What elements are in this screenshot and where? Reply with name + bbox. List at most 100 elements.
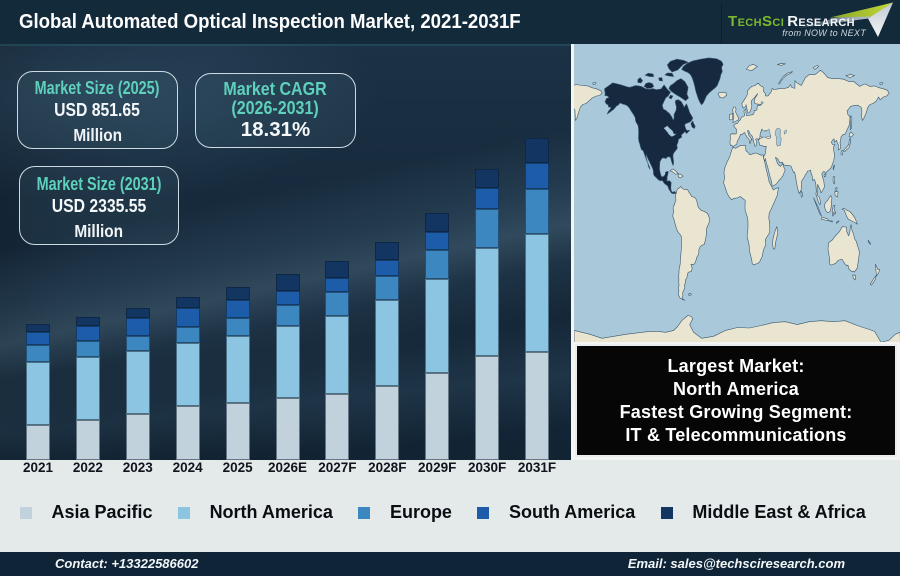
bar-segment-2030F-middle-east-africa — [475, 169, 500, 188]
callout-unit: Million — [18, 123, 177, 147]
x-axis-label-2022: 2022 — [72, 460, 103, 475]
region-lesser-sunda — [829, 220, 833, 223]
bar-segment-2024-south-america — [175, 308, 200, 327]
bar-segment-2025-south-america — [225, 300, 250, 318]
logo-divider — [721, 3, 722, 44]
legend-swatch — [178, 506, 191, 519]
region-victoria-island — [643, 82, 655, 89]
region-cuba — [669, 168, 679, 175]
info-line: IT & Telecommunications — [625, 424, 847, 445]
callout-market-cagr: Market CAGR (2026-2031) 18.31% — [195, 73, 356, 148]
bar-2026E — [275, 274, 300, 460]
legend-item-asia-pacific: Asia Pacific — [20, 502, 153, 523]
stacked-bar-chart — [0, 44, 571, 460]
region-africa — [723, 145, 779, 266]
bar-segment-2022-asia-pacific — [75, 420, 100, 460]
water-ladoga — [761, 101, 764, 105]
region-south-america — [672, 186, 710, 301]
footer-contact[interactable]: Contact: +13322586602 — [55, 556, 199, 571]
region-ellesmere-island — [667, 58, 689, 73]
region-new-guinea — [841, 208, 858, 225]
region-sulawesi — [832, 205, 837, 217]
x-axis-label-2029F: 2029F — [418, 460, 457, 475]
legend-item-north-america: North America — [178, 502, 333, 523]
callout-title: Market Size (2025) — [18, 78, 177, 98]
bar-segment-2022-middle-east-africa — [75, 317, 100, 326]
callout-title-line2: (2026-2031) — [196, 99, 355, 118]
bar-segment-2023-north-america — [125, 351, 150, 414]
bar-segment-2030F-south-america — [475, 188, 500, 209]
region-melville-island — [644, 72, 655, 77]
callout-unit: Million — [20, 219, 178, 243]
bar-segment-2021-europe — [26, 345, 50, 362]
bar-segment-2026E-north-america — [275, 326, 300, 398]
callout-title: Market Size (2031) — [20, 174, 178, 194]
region-wrangel — [879, 82, 884, 85]
bar-segment-2030F-north-america — [475, 248, 500, 356]
bar-segment-2026E-asia-pacific — [275, 398, 300, 460]
bar-segment-2028F-middle-east-africa — [375, 242, 400, 260]
water-aral-sea — [783, 129, 787, 135]
bar-segment-2027F-south-america — [325, 278, 350, 292]
bar-segment-2025-asia-pacific — [225, 403, 250, 460]
bar-segment-2031F-europe — [525, 189, 549, 234]
region-north-america — [604, 82, 694, 195]
paper-plane-icon — [796, 2, 893, 37]
bar-segment-2029F-south-america — [425, 232, 450, 250]
bar-segment-2028F-south-america — [375, 260, 400, 276]
bar-segment-2031F-south-america — [525, 163, 549, 189]
region-eurasia — [729, 69, 890, 206]
bar-2030F — [475, 169, 500, 460]
callout-title: Market CAGR — [196, 80, 355, 99]
bar-segment-2027F-europe — [325, 292, 350, 316]
x-axis-label-2028F: 2028F — [368, 460, 407, 475]
logo-tagline: from NOW to NEXT — [782, 28, 866, 38]
bar-2024 — [175, 297, 200, 460]
bar-segment-2027F-middle-east-africa — [325, 261, 350, 278]
techsci-logo: TechSci Research from NOW to NEXT — [724, 0, 900, 44]
legend-label: Middle East & Africa — [692, 502, 866, 522]
region-great-britain — [732, 106, 740, 123]
bar-2025 — [225, 287, 250, 460]
x-axis-label-2021: 2021 — [22, 460, 54, 475]
bar-2021 — [26, 324, 50, 460]
legend-item-middle-east-africa: Middle East & Africa — [660, 502, 866, 523]
chart-legend: Asia Pacific North America Europe South Ame… — [20, 500, 890, 525]
x-axis-label-2030F: 2030F — [467, 460, 507, 475]
bar-segment-2031F-middle-east-africa — [525, 138, 549, 163]
header-band: Global Automated Optical Inspection Mark… — [0, 0, 900, 44]
world-map — [574, 44, 900, 342]
x-axis-label-2024: 2024 — [172, 460, 203, 475]
footer-email[interactable]: Email: sales@techsciresearch.com — [627, 556, 845, 571]
region-borneo — [824, 195, 833, 213]
region-honshu — [840, 137, 851, 156]
region-luzon — [832, 176, 836, 185]
bar-2023 — [125, 308, 150, 460]
bar-segment-2022-north-america — [75, 357, 100, 420]
bar-segment-2025-middle-east-africa — [225, 287, 250, 300]
bar-2029F — [425, 213, 450, 460]
footer-bar: Contact: +13322586602 Email: sales@techs… — [0, 552, 900, 576]
water-black-sea — [760, 128, 771, 138]
bar-segment-2030F-europe — [475, 209, 500, 248]
x-axis-labels: 2021 2022 2023 2024 2025 2026E 2027F 2028F 2029F… — [0, 460, 571, 475]
bar-segment-2026E-europe — [275, 305, 300, 326]
region-new-caledonia — [867, 239, 871, 245]
region-madagascar — [772, 226, 779, 250]
bar-segment-2029F-north-america — [425, 279, 450, 373]
legend-swatch — [20, 506, 32, 519]
region-hispaniola — [677, 173, 684, 179]
x-axis-label-2025: 2025 — [222, 460, 253, 475]
bar-segment-2023-middle-east-africa — [125, 308, 150, 318]
x-axis-label-2027F: 2027F — [318, 460, 357, 475]
bar-2028F — [375, 242, 400, 460]
region-visayas — [834, 187, 838, 191]
bar-segment-2028F-north-america — [375, 300, 400, 386]
region-severnaya-zemlya — [812, 65, 820, 70]
x-axis-label-2023: 2023 — [122, 460, 153, 475]
region-sri-lanka — [800, 190, 803, 198]
bottom-strip: 2021 2022 2023 2024 2025 2026E 2027F 2028F 2029F… — [0, 460, 900, 552]
callout-value: 18.31% — [196, 118, 355, 141]
bar-segment-2027F-asia-pacific — [325, 394, 350, 460]
callout-unit-text: Million — [73, 125, 122, 145]
